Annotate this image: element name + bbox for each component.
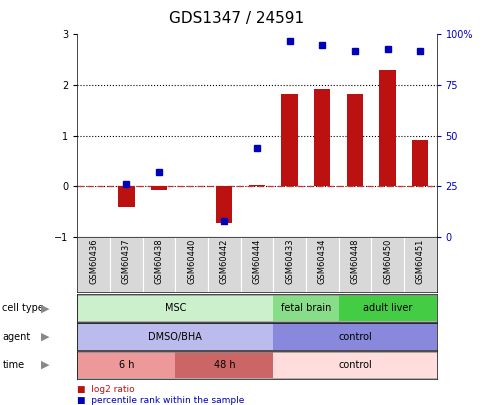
Bar xyxy=(77,352,175,378)
Text: control: control xyxy=(338,332,372,341)
Bar xyxy=(404,237,437,292)
Bar xyxy=(412,140,429,186)
Bar xyxy=(379,70,396,186)
Text: ■  percentile rank within the sample: ■ percentile rank within the sample xyxy=(77,396,245,405)
Bar xyxy=(77,295,273,322)
Text: ▶: ▶ xyxy=(40,332,49,341)
Text: GSM60451: GSM60451 xyxy=(416,239,425,284)
Bar xyxy=(273,295,339,322)
Text: fetal brain: fetal brain xyxy=(281,303,331,313)
Text: control: control xyxy=(338,360,372,370)
Bar xyxy=(347,94,363,186)
Text: GSM60433: GSM60433 xyxy=(285,239,294,284)
Text: ■  log2 ratio: ■ log2 ratio xyxy=(77,385,135,394)
Text: DMSO/BHA: DMSO/BHA xyxy=(148,332,202,341)
Bar xyxy=(77,237,110,292)
Bar xyxy=(339,237,371,292)
Bar xyxy=(371,237,404,292)
Bar xyxy=(241,237,273,292)
Bar xyxy=(273,323,437,350)
Text: GSM60450: GSM60450 xyxy=(383,239,392,284)
Bar xyxy=(249,185,265,186)
Text: 48 h: 48 h xyxy=(214,360,235,370)
Bar xyxy=(118,186,135,207)
Bar xyxy=(208,237,241,292)
Text: GSM60440: GSM60440 xyxy=(187,239,196,284)
Text: adult liver: adult liver xyxy=(363,303,412,313)
Bar xyxy=(314,89,330,186)
Bar xyxy=(273,237,306,292)
Text: GDS1347 / 24591: GDS1347 / 24591 xyxy=(170,11,304,26)
Text: GSM60438: GSM60438 xyxy=(155,239,164,284)
Bar xyxy=(216,186,233,223)
Text: GSM60437: GSM60437 xyxy=(122,239,131,284)
Text: ▶: ▶ xyxy=(40,303,49,313)
Text: GSM60436: GSM60436 xyxy=(89,239,98,284)
Bar xyxy=(339,295,437,322)
Text: agent: agent xyxy=(2,332,31,341)
Bar xyxy=(151,186,167,190)
Bar xyxy=(77,323,273,350)
Bar xyxy=(175,237,208,292)
Text: GSM60434: GSM60434 xyxy=(318,239,327,284)
Text: time: time xyxy=(2,360,24,370)
Text: GSM60448: GSM60448 xyxy=(350,239,359,284)
Bar xyxy=(110,237,143,292)
Text: GSM60442: GSM60442 xyxy=(220,239,229,284)
Bar xyxy=(175,352,273,378)
Text: GSM60444: GSM60444 xyxy=(252,239,261,284)
Bar xyxy=(273,352,437,378)
Text: 6 h: 6 h xyxy=(119,360,134,370)
Bar xyxy=(306,237,339,292)
Bar xyxy=(281,94,298,186)
Text: MSC: MSC xyxy=(165,303,186,313)
Text: cell type: cell type xyxy=(2,303,44,313)
Text: ▶: ▶ xyxy=(40,360,49,370)
Bar xyxy=(143,237,175,292)
